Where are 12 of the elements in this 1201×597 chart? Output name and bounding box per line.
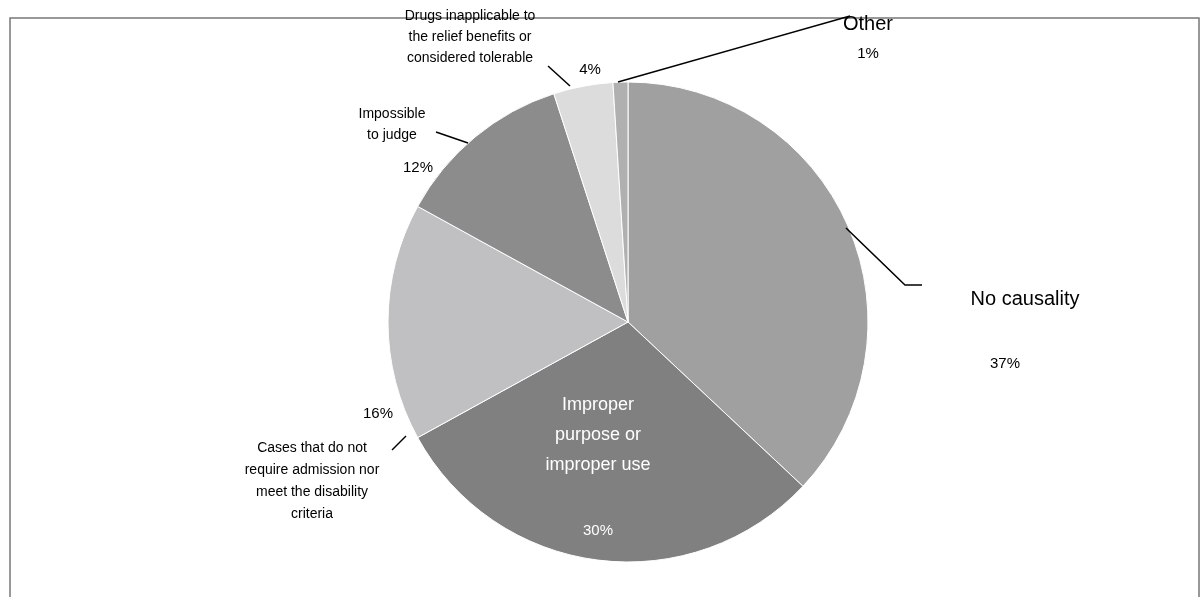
data-label: 12% [402, 158, 434, 175]
slice-label: Drugs inapplicable to the relief benefits or considered tolerable [404, 7, 536, 65]
data-label: 30% [582, 521, 614, 538]
data-label: 4% [579, 60, 601, 77]
slice-label: Other [842, 12, 894, 34]
data-label: 37% [989, 354, 1021, 371]
data-label: 16% [362, 404, 394, 421]
slice-label: No causality [970, 287, 1080, 309]
slice-label: Impossible to judge [358, 105, 426, 142]
slice-label: Improper purpose or improper use [545, 394, 651, 474]
slice-label: Cases that do not require admission nor meet the disability criteria [244, 439, 380, 521]
data-label: 1% [857, 44, 879, 61]
